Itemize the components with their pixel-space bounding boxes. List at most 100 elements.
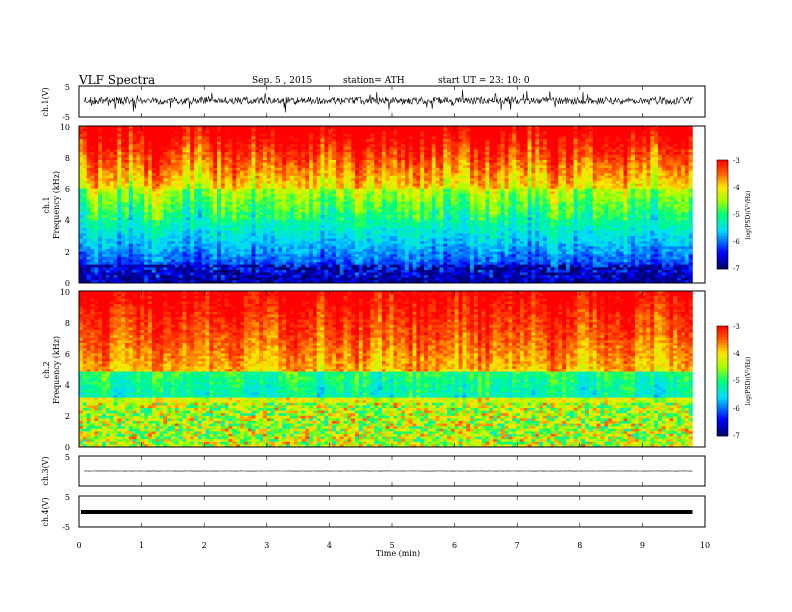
spectrogram-cell: [600, 133, 605, 137]
spectrogram-cell: [86, 136, 91, 140]
spectrogram-cell: [289, 162, 295, 166]
spectrogram-cell: [431, 157, 436, 161]
spectrogram-cell: [680, 133, 686, 137]
spectrogram-cell: [542, 170, 548, 174]
spectrogram-cell: [661, 154, 666, 158]
spectrogram-cell: [577, 144, 582, 148]
spectrogram-cell: [554, 178, 559, 182]
spectrogram-cell: [397, 178, 402, 182]
spectrogram-cell: [619, 149, 624, 153]
spectrogram-cell: [263, 191, 268, 195]
spectrogram-cell: [320, 133, 325, 137]
spectrogram-cell: [604, 152, 609, 156]
spectrogram-cell: [431, 186, 436, 190]
spectrogram-cell: [259, 139, 264, 142]
spectrogram-cell: [366, 144, 371, 148]
spectrogram-cell: [504, 152, 509, 156]
spectrogram-cell: [627, 183, 632, 187]
spectrogram-cell: [282, 136, 287, 140]
spectrogram-cell: [500, 149, 505, 153]
spectrogram-cell: [381, 165, 387, 169]
spectrogram-cell: [393, 194, 398, 197]
spectrogram-cell: [619, 186, 624, 190]
spectrogram-cell: [102, 173, 107, 177]
spectrogram-cell: [454, 199, 459, 203]
spectrogram-cell: [393, 126, 398, 129]
spectrogram-cell: [132, 199, 137, 203]
spectrogram-cell: [128, 199, 133, 203]
spectrogram-cell: [646, 201, 651, 205]
spectrogram-cell: [600, 149, 605, 153]
spectrogram-cell: [615, 178, 620, 182]
spectrogram-cell: [297, 178, 302, 182]
spectrogram-cell: [312, 175, 318, 179]
spectrogram-cell: [496, 128, 502, 132]
spectrogram-cell: [301, 160, 306, 163]
spectrogram-cell: [611, 139, 617, 142]
spectrogram-cell: [171, 126, 176, 129]
spectrogram-cell: [301, 162, 306, 166]
spectrogram-cell: [554, 188, 559, 192]
spectrogram-cell: [404, 167, 410, 171]
spectrogram-cell: [397, 199, 402, 203]
spectrogram-cell: [289, 160, 295, 163]
spectrogram-cell: [370, 149, 375, 153]
spectrogram-cell: [90, 199, 95, 203]
spectrogram-cell: [631, 167, 636, 171]
spectrogram-cell: [220, 126, 225, 129]
spectrogram-cell: [435, 188, 440, 192]
spectrogram-cell: [117, 175, 122, 179]
spectrogram-cell: [688, 167, 693, 171]
spectrogram-cell: [362, 170, 367, 174]
spectrogram-cell: [178, 188, 183, 192]
spectrogram-cell: [105, 207, 110, 211]
spectrogram-cell: [500, 136, 505, 140]
spectrogram-cell: [435, 162, 440, 166]
spectrogram-cell: [397, 152, 402, 156]
spectrogram-cell: [654, 133, 659, 137]
spectrogram-cell: [270, 162, 275, 166]
spectrogram-cell: [301, 167, 306, 171]
spectrogram-cell: [615, 188, 620, 192]
spectrogram-cell: [98, 188, 103, 192]
spectrogram-cell: [378, 178, 383, 182]
spectrogram-cell: [151, 207, 156, 211]
spectrogram-cell: [642, 141, 647, 145]
spectrogram-cell: [569, 152, 574, 156]
spectrogram-cell: [596, 183, 601, 187]
spectrogram-cell: [424, 165, 429, 169]
spectrogram-cell: [577, 199, 582, 203]
spectrogram-cell: [519, 201, 525, 205]
spectrogram-cell: [247, 180, 252, 184]
spectrogram-cell: [562, 162, 567, 166]
spectrogram-cell: [454, 136, 459, 140]
spectrogram-cell: [316, 191, 321, 195]
spectrogram-cell: [650, 136, 655, 140]
spectrogram-cell: [263, 186, 268, 190]
spectrogram-cell: [305, 199, 310, 203]
spectrogram-cell: [512, 144, 517, 148]
spectrogram-cell: [232, 204, 237, 208]
spectrogram-cell: [355, 149, 360, 153]
spectrogram-cell: [98, 186, 103, 190]
spectrogram-cell: [109, 175, 114, 179]
spectrogram-cell: [355, 139, 360, 142]
spectrogram-cell: [508, 167, 513, 171]
spectrogram-cell: [516, 133, 521, 137]
spectrogram-cell: [389, 141, 394, 145]
spectrogram-cell: [450, 175, 456, 179]
spectrogram-cell: [362, 188, 367, 192]
spectrogram-cell: [401, 194, 406, 197]
spectrogram-cell: [462, 204, 467, 208]
spectrogram-cell: [282, 162, 287, 166]
spectrogram-cell: [439, 139, 444, 142]
spectrogram-cell: [355, 188, 360, 192]
spectrogram-cell: [197, 175, 202, 179]
spectrogram-cell: [232, 183, 237, 187]
spectrogram-cell: [496, 144, 502, 148]
spectrogram-cell: [155, 188, 160, 192]
spectrogram-cell: [535, 149, 540, 153]
spectrogram-cell: [259, 201, 264, 205]
spectrogram-cell: [358, 154, 364, 158]
spectrogram-cell: [228, 173, 233, 177]
